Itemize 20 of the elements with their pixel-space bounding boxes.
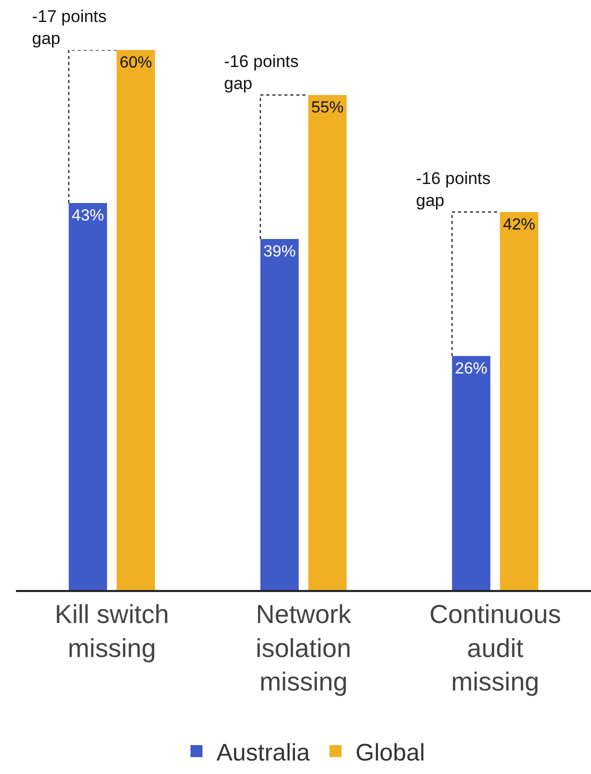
data-label: 60% — [120, 53, 152, 72]
bar — [68, 203, 108, 590]
bar — [452, 356, 490, 590]
bar — [500, 212, 538, 590]
annotation: -16 points gap — [416, 169, 491, 210]
annotation: -16 points gap — [224, 52, 299, 94]
data-label: 26% — [455, 359, 488, 378]
data-label: 43% — [72, 206, 104, 224]
legend-label: Global — [356, 739, 425, 766]
x-tick-label: Kill switch missing — [54, 598, 169, 663]
data-label: 39% — [263, 242, 296, 260]
data-label: 42% — [502, 215, 536, 234]
legend-label: Australia — [216, 739, 311, 766]
x-tick-label: Continuous audit missing — [429, 598, 561, 697]
data-label: 55% — [311, 98, 344, 116]
bar — [260, 239, 299, 590]
bar — [116, 50, 155, 590]
bar — [308, 95, 347, 590]
x-tick-label: Network isolation missing — [256, 598, 352, 697]
text: -17 points gap — [32, 7, 107, 48]
